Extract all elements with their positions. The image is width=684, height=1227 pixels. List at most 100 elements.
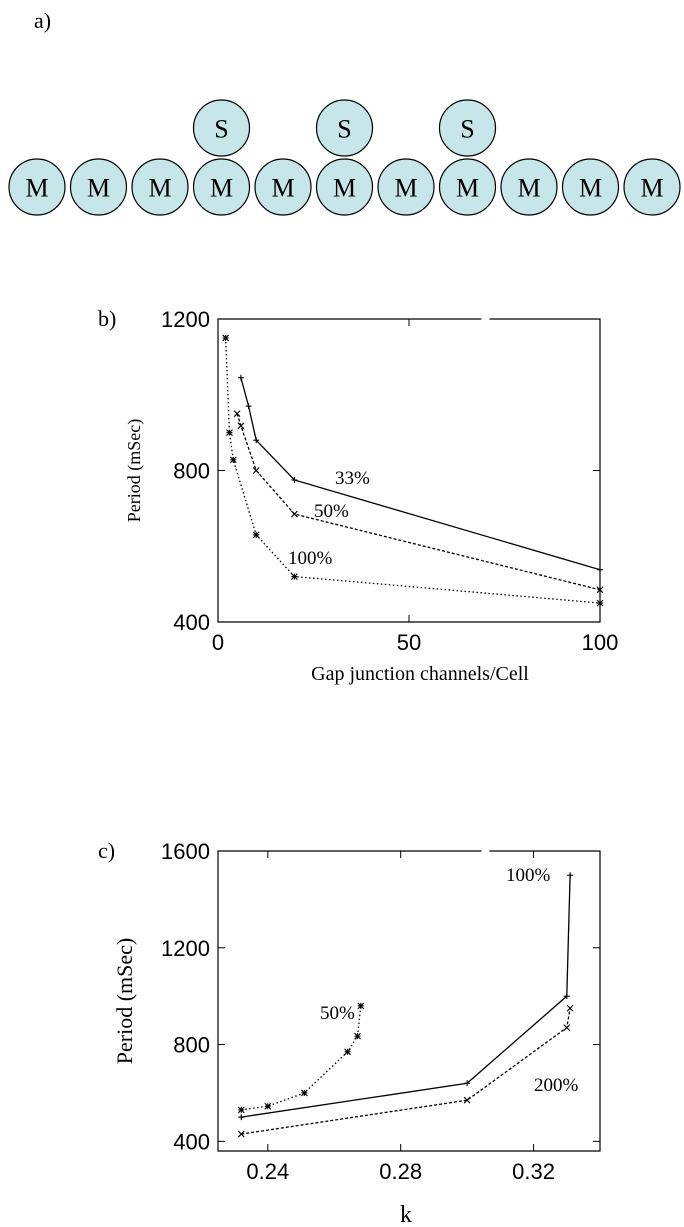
data-point bbox=[566, 1004, 574, 1012]
y-axis-label: Period (mSec) bbox=[124, 419, 145, 522]
cell-label: M bbox=[456, 174, 479, 203]
series-line bbox=[241, 875, 571, 1118]
data-point bbox=[264, 1102, 272, 1110]
cell-label: M bbox=[333, 174, 356, 203]
y-tick-label: 1200 bbox=[161, 307, 210, 332]
data-point bbox=[253, 437, 260, 444]
cell-label: M bbox=[517, 174, 540, 203]
cell-circle bbox=[69, 158, 128, 216]
cell-label: M bbox=[640, 174, 663, 203]
series-2: 50% bbox=[237, 1002, 365, 1114]
cell-label: S bbox=[214, 115, 228, 144]
cell-label: S bbox=[337, 115, 351, 144]
muscle-cell-7: M bbox=[438, 158, 497, 216]
muscle-cell-2: M bbox=[131, 158, 189, 216]
x-tick-label: 0.32 bbox=[512, 1159, 555, 1184]
muscle-cell-4: M bbox=[254, 158, 312, 216]
data-point bbox=[291, 476, 298, 483]
cell-label: M bbox=[210, 174, 233, 203]
muscle-cell-0: M bbox=[8, 158, 66, 216]
series-line bbox=[236, 413, 601, 591]
data-point bbox=[226, 429, 233, 437]
cell-circle bbox=[254, 158, 312, 216]
muscle-cell-9: M bbox=[561, 158, 620, 216]
data-point bbox=[354, 1032, 361, 1040]
plot-frame bbox=[217, 850, 601, 1152]
data-point bbox=[252, 531, 260, 539]
data-point bbox=[237, 1130, 245, 1138]
series-1: 200% bbox=[237, 1004, 579, 1138]
data-point bbox=[233, 410, 241, 418]
panel-c-label: c) bbox=[98, 838, 116, 863]
data-point bbox=[291, 510, 298, 518]
data-point bbox=[300, 1089, 308, 1097]
series-line bbox=[241, 1005, 362, 1111]
y-axis-label: Period (mSec) bbox=[112, 938, 137, 1064]
series-1: 50% bbox=[233, 410, 604, 594]
cell-label: M bbox=[148, 174, 171, 203]
cell-label: S bbox=[460, 115, 474, 144]
data-point bbox=[563, 1024, 571, 1032]
cell-circle bbox=[438, 99, 497, 157]
panel-b-label: b) bbox=[98, 306, 117, 331]
series-0: 100% bbox=[238, 865, 574, 1121]
x-tick-label: 0 bbox=[212, 630, 224, 655]
cell-circle bbox=[623, 158, 681, 216]
data-point bbox=[563, 993, 570, 1000]
series-label: 50% bbox=[320, 1003, 355, 1024]
syncytial-cell-2: S bbox=[438, 99, 497, 157]
x-tick-label: 100 bbox=[582, 630, 619, 655]
cell-circle bbox=[192, 99, 251, 157]
cell-label: M bbox=[271, 174, 294, 203]
y-tick-label: 1200 bbox=[161, 936, 210, 961]
series-label: 100% bbox=[506, 865, 551, 886]
cell-label: M bbox=[87, 174, 110, 203]
data-point bbox=[463, 1096, 471, 1104]
cell-label: M bbox=[579, 174, 602, 203]
series-line bbox=[224, 337, 601, 604]
cell-circle bbox=[561, 158, 620, 216]
data-point bbox=[252, 467, 260, 474]
data-point bbox=[567, 872, 574, 879]
muscle-cell-8: M bbox=[500, 158, 558, 216]
cell-circle bbox=[315, 99, 374, 157]
data-point bbox=[464, 1080, 471, 1087]
data-point bbox=[222, 334, 230, 342]
muscle-cell-1: M bbox=[69, 158, 128, 216]
cell-circle bbox=[438, 158, 497, 216]
series-2: 100% bbox=[222, 334, 604, 607]
x-tick-label: 50 bbox=[397, 630, 421, 655]
data-point bbox=[344, 1048, 351, 1056]
series-line bbox=[241, 1008, 571, 1135]
series-label: 100% bbox=[288, 548, 333, 569]
cell-circle bbox=[377, 158, 435, 216]
data-point bbox=[597, 566, 603, 573]
series-label: 33% bbox=[335, 468, 370, 489]
y-tick-label: 400 bbox=[173, 1129, 210, 1154]
y-tick-label: 800 bbox=[173, 459, 210, 484]
panel-a-label: a) bbox=[34, 8, 52, 33]
series-0: 33% bbox=[237, 374, 603, 573]
cell-label: M bbox=[394, 174, 417, 203]
cell-circle bbox=[500, 158, 558, 216]
data-point bbox=[229, 456, 237, 464]
data-point bbox=[596, 586, 604, 594]
data-point bbox=[291, 573, 298, 580]
y-tick-label: 800 bbox=[173, 1033, 210, 1058]
x-axis-label: k bbox=[400, 1202, 412, 1227]
series-label: 50% bbox=[314, 501, 349, 522]
muscle-cell-6: M bbox=[377, 158, 435, 216]
y-tick-label: 400 bbox=[173, 610, 210, 635]
cell-circle bbox=[192, 158, 251, 216]
cell-circle bbox=[131, 158, 189, 216]
data-point bbox=[245, 403, 252, 410]
data-point bbox=[237, 374, 244, 381]
series-label: 200% bbox=[534, 1075, 579, 1096]
data-point bbox=[237, 1106, 245, 1114]
muscle-cell-3: M bbox=[192, 158, 251, 216]
x-tick-label: 0.24 bbox=[246, 1159, 289, 1184]
data-point bbox=[596, 599, 604, 607]
data-point bbox=[237, 422, 245, 430]
data-point bbox=[238, 1114, 245, 1121]
